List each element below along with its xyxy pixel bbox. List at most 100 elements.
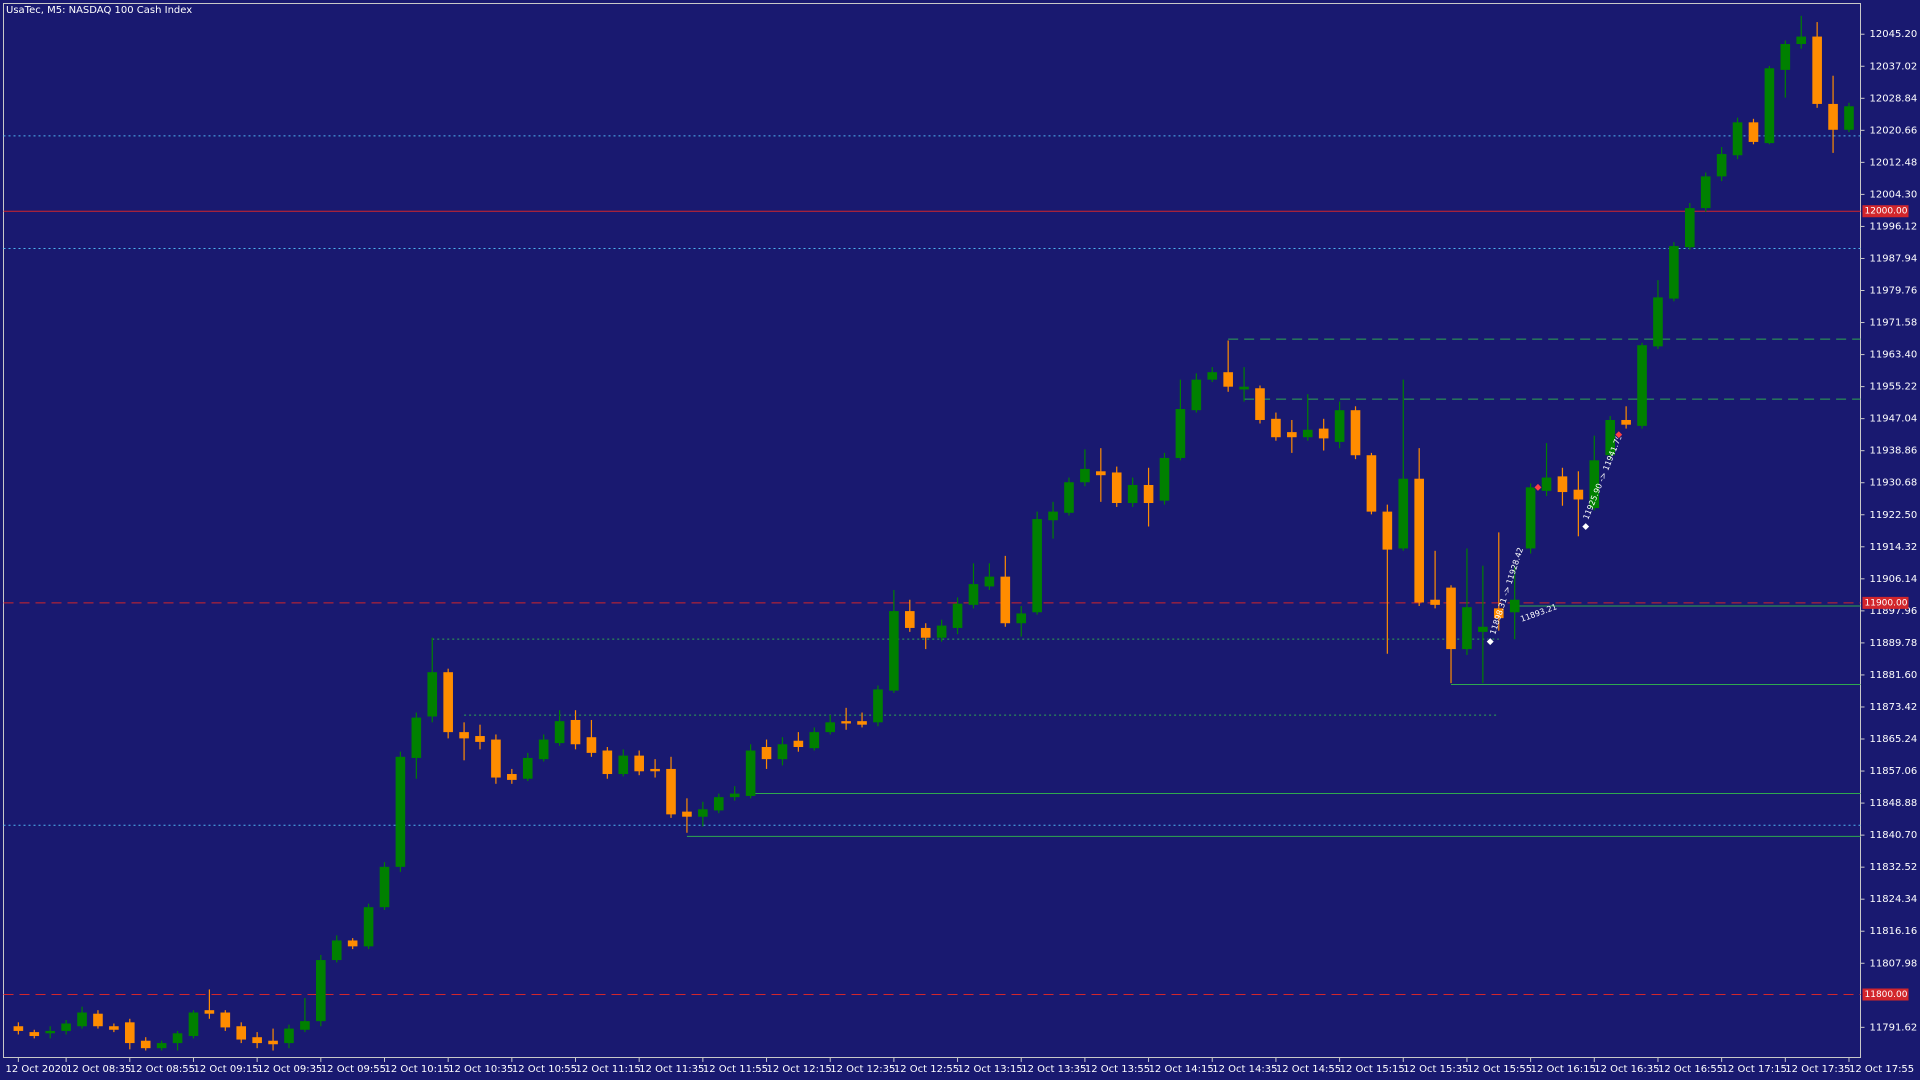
- candle-body: [411, 717, 422, 758]
- x-tick-label: 12 Oct 15:35: [1403, 1064, 1468, 1075]
- candle-body: [713, 797, 724, 811]
- x-tick-label: 12 Oct 15:55: [1467, 1064, 1532, 1075]
- candle-body: [1844, 106, 1854, 130]
- candle-body: [1684, 208, 1695, 248]
- x-tick-label: 12 Oct 10:55: [512, 1064, 577, 1075]
- candle-body: [1255, 388, 1265, 420]
- x-tick-label: 12 Oct 08:35: [66, 1064, 131, 1075]
- candle-body: [284, 1028, 294, 1044]
- candle-body: [1509, 599, 1520, 613]
- candle-body: [1478, 626, 1488, 632]
- candle-body: [172, 1033, 183, 1044]
- candle-body: [554, 721, 565, 744]
- candle-body: [379, 866, 390, 908]
- y-tick-label: 11955.22: [1870, 382, 1918, 393]
- y-tick-label: 11824.34: [1870, 894, 1918, 905]
- x-tick-label: 12 Oct 11:15: [576, 1064, 641, 1075]
- y-tick-label: 11865.24: [1870, 734, 1918, 745]
- candle-body: [1366, 455, 1377, 512]
- x-tick-label: 12 Oct 2020: [6, 1064, 68, 1075]
- candle-body: [395, 756, 406, 867]
- candle-body: [1764, 68, 1775, 144]
- candle-body: [507, 774, 517, 780]
- y-tick-label: 11816.16: [1870, 926, 1918, 937]
- y-tick-label: 11881.60: [1870, 670, 1918, 681]
- y-tick-label: 11897.96: [1870, 606, 1918, 617]
- price-label-box: [1862, 205, 1909, 218]
- candle-body: [650, 768, 660, 772]
- candle-body: [729, 793, 740, 798]
- y-tick-label: 11807.98: [1870, 958, 1918, 969]
- candle-body: [1700, 176, 1711, 209]
- candle-body: [109, 1026, 119, 1030]
- y-tick-label: 11914.32: [1870, 542, 1918, 553]
- candle-body: [602, 750, 613, 775]
- x-tick-label: 12 Oct 12:35: [830, 1064, 895, 1075]
- y-tick-label: 12037.02: [1870, 61, 1918, 72]
- candle-body: [1000, 576, 1011, 624]
- x-tick-label: 12 Oct 14:35: [1212, 1064, 1277, 1075]
- x-tick-label: 12 Oct 17:35: [1785, 1064, 1850, 1075]
- candle-body: [1398, 478, 1409, 549]
- candle-body: [1048, 511, 1058, 521]
- candle-body: [777, 744, 788, 760]
- price-label: 12000.00: [1865, 207, 1908, 217]
- candle-body: [952, 603, 963, 628]
- candle-body: [427, 672, 438, 717]
- candle-body: [1064, 482, 1074, 513]
- candle-body: [347, 940, 358, 947]
- x-tick-label: 12 Oct 17:15: [1722, 1064, 1787, 1075]
- candle-body: [570, 719, 581, 745]
- candle-body: [475, 736, 485, 742]
- x-tick-label: 12 Oct 09:15: [193, 1064, 258, 1075]
- y-tick-label: 11947.04: [1870, 414, 1918, 425]
- y-tick-label: 11963.40: [1870, 350, 1918, 361]
- y-tick-label: 11873.42: [1870, 702, 1918, 713]
- candle-body: [188, 1012, 199, 1037]
- y-tick-label: 11832.52: [1870, 862, 1918, 873]
- candle-body: [698, 809, 708, 817]
- candle-body: [61, 1023, 71, 1031]
- candle-body: [968, 584, 979, 605]
- candle-body: [682, 811, 692, 817]
- y-tick-label: 11906.14: [1870, 574, 1918, 585]
- x-tick-label: 12 Oct 08:55: [130, 1064, 195, 1075]
- candle-body: [1732, 122, 1743, 156]
- candle-body: [93, 1013, 103, 1027]
- y-tick-label: 11889.78: [1870, 638, 1918, 649]
- candle-body: [1159, 457, 1170, 501]
- candle-body: [1207, 372, 1218, 380]
- y-tick-label: 11971.58: [1870, 318, 1918, 329]
- candle-body: [761, 746, 772, 760]
- x-tick-label: 12 Oct 12:55: [894, 1064, 959, 1075]
- price-label-box: [1862, 596, 1909, 609]
- y-tick-label: 11979.76: [1870, 286, 1918, 297]
- x-tick-label: 12 Oct 13:35: [1021, 1064, 1086, 1075]
- y-tick-label: 11930.68: [1870, 478, 1918, 489]
- trade-marker: [1581, 521, 1591, 532]
- candle-body: [491, 739, 501, 778]
- y-tick-label: 12028.84: [1870, 93, 1918, 104]
- y-tick-label: 11987.94: [1870, 253, 1918, 264]
- candle-body: [1748, 122, 1759, 142]
- candle-body: [1828, 103, 1838, 130]
- y-tick-label: 11848.88: [1870, 798, 1918, 809]
- candle-body: [1541, 477, 1552, 491]
- candle-body: [124, 1022, 135, 1044]
- candle-body: [1175, 409, 1186, 458]
- candle-body: [586, 737, 597, 753]
- candle-body: [29, 1032, 40, 1037]
- candle-body: [920, 627, 931, 638]
- candle-body: [1430, 599, 1440, 605]
- candle-body: [459, 732, 469, 739]
- candle-body: [1032, 519, 1042, 613]
- candle-body: [1493, 608, 1504, 619]
- x-tick-label: 12 Oct 13:15: [958, 1064, 1023, 1075]
- candle-body: [825, 722, 836, 733]
- x-tick-label: 12 Oct 15:15: [1340, 1064, 1405, 1075]
- x-tick-label: 12 Oct 10:35: [448, 1064, 513, 1075]
- candle-body: [252, 1037, 262, 1044]
- x-tick-label: 12 Oct 09:55: [321, 1064, 386, 1075]
